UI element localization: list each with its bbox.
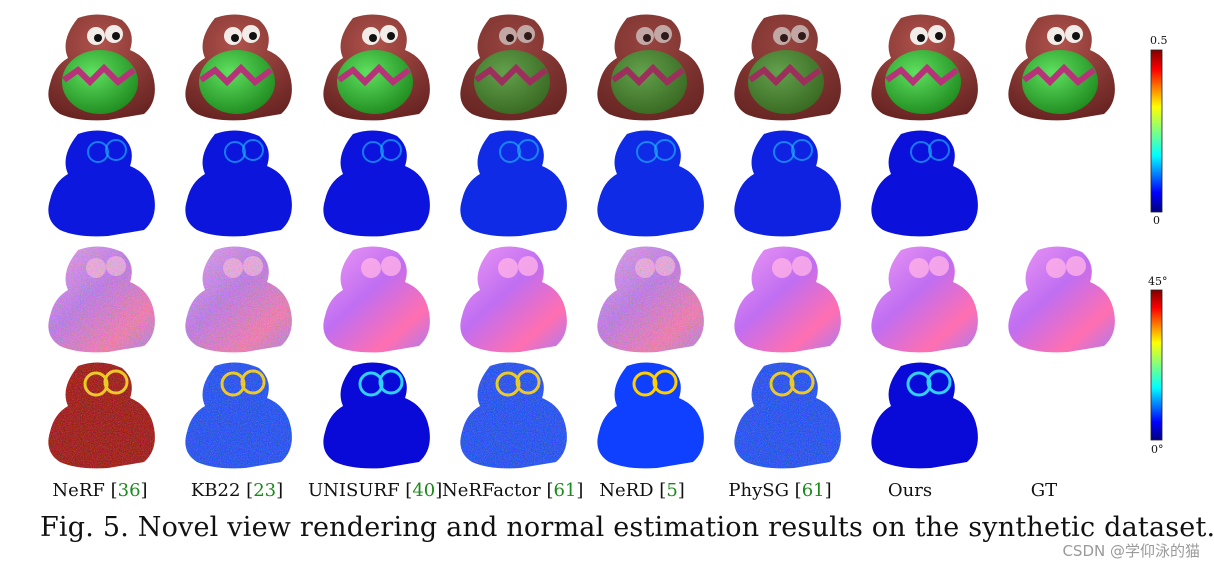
cell-rendering-nerfactor — [460, 14, 567, 121]
column-label-kb22: KB22 [23] — [190, 480, 284, 501]
watermark: CSDN @学仰泳的猫 — [1062, 542, 1200, 560]
cell-rendering-physg — [734, 14, 841, 121]
cell-rendering-error-ours — [871, 130, 978, 237]
cell-rendering-ours — [871, 14, 978, 121]
cell-rendering-error-nerf — [48, 130, 155, 237]
cell-rendering-error-kb22 — [185, 130, 292, 237]
cell-normal-kb22 — [185, 246, 292, 353]
cell-normal-ours — [871, 246, 978, 353]
cell-rendering-error-nerfactor — [460, 130, 567, 237]
cell-normal-error-physg — [734, 362, 841, 469]
rendering-colorbar-max-label: 0.5 — [1150, 34, 1168, 47]
normal-error-colorbar — [1150, 289, 1163, 441]
cell-normal-physg — [734, 246, 841, 353]
figure-caption: Fig. 5. Novel view rendering and normal … — [40, 512, 1214, 543]
cell-normal-error-kb22 — [185, 362, 292, 469]
cell-normal-error-nerf — [48, 362, 155, 469]
cell-normal-error-nerd — [597, 362, 704, 469]
cell-rendering-nerd — [597, 14, 704, 121]
cell-rendering-kb22 — [185, 14, 292, 121]
cell-normal-nerd — [597, 246, 704, 353]
cell-rendering-unisurf — [323, 14, 430, 121]
normal-colorbar-min-label: 0° — [1151, 443, 1164, 456]
column-label-physg: PhySG [61] — [728, 480, 832, 501]
column-label-nerf: NeRF [36] — [52, 480, 148, 501]
rendering-colorbar-min-label: 0 — [1153, 214, 1160, 227]
cell-rendering-gt — [1008, 14, 1115, 121]
cell-rendering-error-physg — [734, 130, 841, 237]
normal-colorbar-max-label: 45° — [1148, 275, 1168, 288]
rendering-error-colorbar — [1150, 49, 1163, 213]
cell-normal-error-unisurf — [323, 362, 430, 469]
column-label-unisurf: UNISURF [40] — [308, 480, 443, 501]
column-label-nerfactor: NeRFactor [61] — [442, 480, 584, 501]
cell-normal-unisurf — [323, 246, 430, 353]
column-label-nerd: NeRD [5] — [599, 480, 685, 501]
cell-rendering-error-unisurf — [323, 130, 430, 237]
cell-normal-nerf — [48, 246, 155, 353]
results-figure-grid — [48, 14, 1163, 469]
cell-normal-error-nerfactor — [460, 362, 567, 469]
column-label-ours: Ours — [887, 480, 933, 501]
cell-normal-nerfactor — [460, 246, 567, 353]
cell-rendering-error-nerd — [597, 130, 704, 237]
cell-normal-error-ours — [871, 362, 978, 469]
column-label-gt: GT — [1030, 480, 1058, 501]
cell-normal-gt — [1008, 246, 1115, 353]
cell-rendering-nerf — [48, 14, 155, 121]
